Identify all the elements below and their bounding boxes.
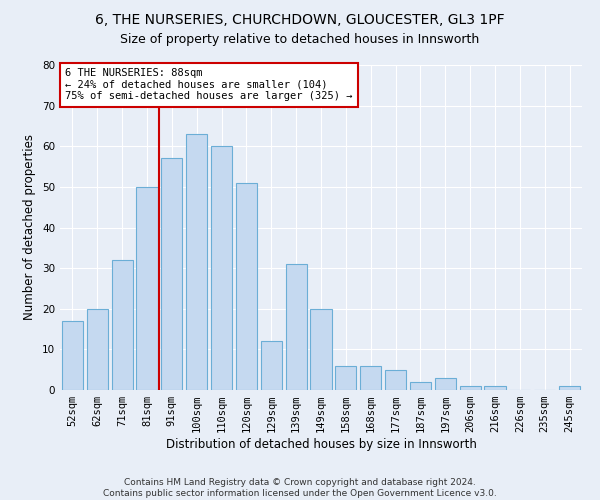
- Bar: [385, 370, 406, 390]
- Bar: [335, 366, 356, 390]
- Bar: [261, 341, 282, 390]
- Bar: [460, 386, 481, 390]
- Bar: [161, 158, 182, 390]
- Text: Size of property relative to detached houses in Innsworth: Size of property relative to detached ho…: [121, 32, 479, 46]
- Bar: [410, 382, 431, 390]
- Bar: [435, 378, 456, 390]
- Bar: [360, 366, 381, 390]
- Bar: [186, 134, 207, 390]
- Bar: [286, 264, 307, 390]
- Bar: [484, 386, 506, 390]
- Y-axis label: Number of detached properties: Number of detached properties: [23, 134, 37, 320]
- Bar: [559, 386, 580, 390]
- Text: 6 THE NURSERIES: 88sqm
← 24% of detached houses are smaller (104)
75% of semi-de: 6 THE NURSERIES: 88sqm ← 24% of detached…: [65, 68, 353, 102]
- Text: 6, THE NURSERIES, CHURCHDOWN, GLOUCESTER, GL3 1PF: 6, THE NURSERIES, CHURCHDOWN, GLOUCESTER…: [95, 12, 505, 26]
- Bar: [211, 146, 232, 390]
- X-axis label: Distribution of detached houses by size in Innsworth: Distribution of detached houses by size …: [166, 438, 476, 451]
- Bar: [87, 308, 108, 390]
- Text: Contains HM Land Registry data © Crown copyright and database right 2024.
Contai: Contains HM Land Registry data © Crown c…: [103, 478, 497, 498]
- Bar: [136, 187, 158, 390]
- Bar: [112, 260, 133, 390]
- Bar: [310, 308, 332, 390]
- Bar: [236, 183, 257, 390]
- Bar: [62, 321, 83, 390]
